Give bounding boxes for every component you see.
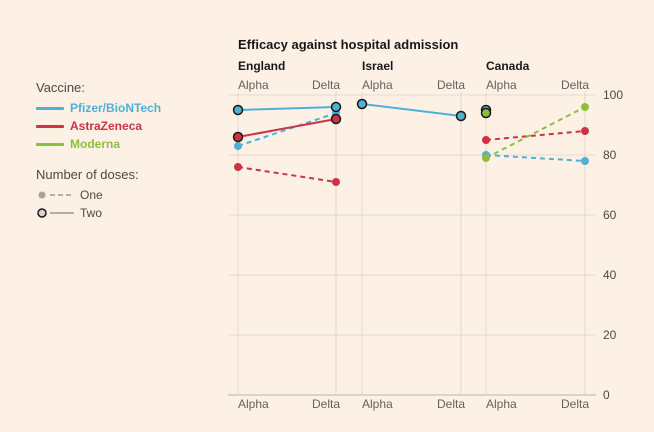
data-point bbox=[232, 104, 244, 116]
y-axis: 0 20 40 60 80 100 bbox=[603, 88, 623, 402]
data-point bbox=[330, 113, 342, 125]
panel-title: England bbox=[238, 59, 285, 73]
x-tick-label-top: Alpha bbox=[362, 78, 393, 92]
x-tick-label-top: Delta bbox=[312, 78, 340, 92]
data-point bbox=[234, 142, 242, 150]
x-tick-label-bottom: Alpha bbox=[362, 397, 393, 411]
y-tick-label: 100 bbox=[603, 88, 623, 102]
data-point bbox=[581, 127, 589, 135]
legend-dose-one-glyph bbox=[38, 191, 74, 199]
series-line bbox=[485, 106, 586, 159]
chart-panels: England Alpha Alpha Delta Delta Israel Alpha Al… bbox=[232, 59, 589, 411]
legend-label-astrazeneca: AstraZeneca bbox=[70, 119, 143, 133]
data-point bbox=[356, 98, 368, 110]
panel-title: Canada bbox=[486, 59, 530, 73]
data-point bbox=[581, 157, 589, 165]
data-point bbox=[332, 178, 340, 186]
x-tick-label-bottom: Alpha bbox=[238, 397, 269, 411]
data-point bbox=[232, 131, 244, 143]
series-line bbox=[361, 103, 462, 117]
x-tick-label-bottom: Delta bbox=[437, 397, 465, 411]
legend-dose-two-glyph bbox=[37, 208, 74, 218]
legend-dose-two: Two bbox=[36, 204, 216, 222]
legend: Vaccine: Pfizer/BioNTech AstraZeneca Mod… bbox=[36, 80, 216, 222]
x-tick-label-bottom: Alpha bbox=[486, 397, 517, 411]
panel-israel: Israel Alpha Alpha Delta Delta bbox=[356, 59, 467, 411]
data-point bbox=[482, 154, 490, 162]
legend-swatch-pfizer bbox=[36, 106, 64, 110]
legend-doses-heading: Number of doses: bbox=[36, 167, 139, 182]
series-line bbox=[237, 166, 337, 183]
data-point bbox=[482, 136, 490, 144]
y-tick-label: 20 bbox=[603, 328, 617, 342]
y-tick-label: 80 bbox=[603, 148, 617, 162]
legend-dose-one: One bbox=[36, 186, 216, 204]
data-point bbox=[455, 110, 467, 122]
data-point bbox=[480, 107, 492, 119]
legend-item-moderna: Moderna bbox=[36, 135, 216, 153]
series-line bbox=[485, 130, 586, 141]
series-line bbox=[237, 118, 337, 138]
y-tick-label: 0 bbox=[603, 388, 610, 402]
x-tick-label-top: Delta bbox=[437, 78, 465, 92]
x-tick-label-top: Alpha bbox=[238, 78, 269, 92]
panel-canada: Canada Alpha Alpha Delta Delta bbox=[480, 59, 589, 411]
panel-title: Israel bbox=[362, 59, 393, 73]
series-line bbox=[237, 106, 337, 111]
legend-item-pfizer: Pfizer/BioNTech bbox=[36, 99, 216, 117]
data-point bbox=[581, 103, 589, 111]
legend-swatch-moderna bbox=[36, 142, 64, 146]
chart-title: Efficacy against hospital admission bbox=[238, 37, 458, 52]
data-point bbox=[330, 101, 342, 113]
legend-label-pfizer: Pfizer/BioNTech bbox=[70, 101, 162, 115]
y-tick-label: 60 bbox=[603, 208, 617, 222]
x-tick-label-top: Delta bbox=[561, 78, 589, 92]
legend-dose-two-label: Two bbox=[80, 206, 103, 220]
series-line bbox=[237, 112, 337, 147]
x-tick-label-top: Alpha bbox=[486, 78, 517, 92]
x-tick-label-bottom: Delta bbox=[561, 397, 589, 411]
data-point bbox=[234, 163, 242, 171]
panel-england: England Alpha Alpha Delta Delta bbox=[232, 59, 342, 411]
legend-item-astrazeneca: AstraZeneca bbox=[36, 117, 216, 135]
chart-grid bbox=[228, 94, 596, 396]
y-tick-label: 40 bbox=[603, 268, 617, 282]
x-tick-label-bottom: Delta bbox=[312, 397, 340, 411]
legend-vaccine-heading: Vaccine: bbox=[36, 80, 85, 95]
legend-dose-one-label: One bbox=[80, 188, 103, 202]
legend-swatch-astrazeneca bbox=[36, 124, 64, 128]
legend-label-moderna: Moderna bbox=[70, 137, 121, 151]
series-line bbox=[485, 154, 586, 162]
